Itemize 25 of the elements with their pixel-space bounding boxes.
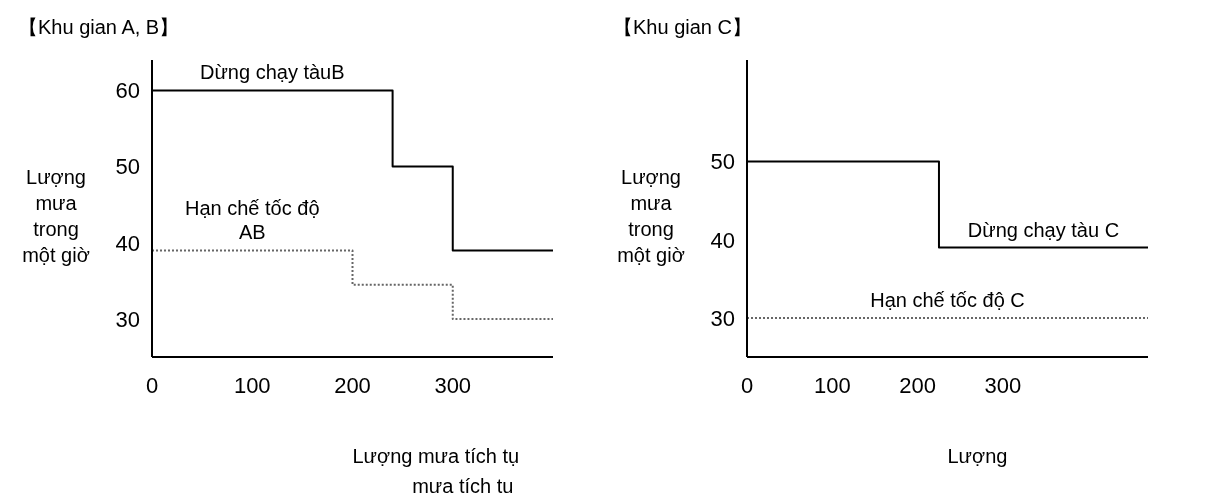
y-tick-label: 30: [115, 306, 140, 332]
y-tick-label: 40: [115, 230, 140, 256]
y-tick-label: 40: [710, 227, 735, 253]
y-tick-label: 30: [710, 305, 735, 331]
chart-title: 【Khu gian C】: [613, 15, 752, 40]
x-tick-label: 200: [899, 372, 936, 398]
series-label: Dừng chạy tàu C: [966, 217, 1121, 242]
x-tick-label: 300: [434, 372, 472, 398]
x-axis-title: Lượng mưa tích tụ mưa tích tu: [352, 444, 521, 499]
y-tick-label: 50: [115, 154, 140, 180]
series-label: Hạn chế tốc độ AB: [184, 196, 321, 245]
x-tick-label: 100: [813, 372, 851, 398]
x-tick-label: 100: [233, 372, 271, 398]
chart-title: 【Khu gian A, B】: [18, 15, 180, 40]
x-axis-title: Lượng: [947, 444, 1009, 469]
y-tick-label: 60: [115, 78, 140, 104]
series-label: Hạn chế tốc độ C: [869, 287, 1026, 312]
y-axis-title: Lượng mưa trong một giờ: [616, 164, 686, 268]
x-tick-label: 0: [145, 372, 159, 398]
y-axis-title: Lượng mưa trong một giờ: [21, 164, 91, 268]
series-label: Dừng chạy tàuB: [199, 60, 346, 85]
x-tick-label: 300: [984, 372, 1022, 398]
x-tick-label: 200: [334, 372, 371, 398]
y-tick-label: 50: [710, 149, 735, 175]
x-tick-label: 0: [740, 372, 754, 398]
